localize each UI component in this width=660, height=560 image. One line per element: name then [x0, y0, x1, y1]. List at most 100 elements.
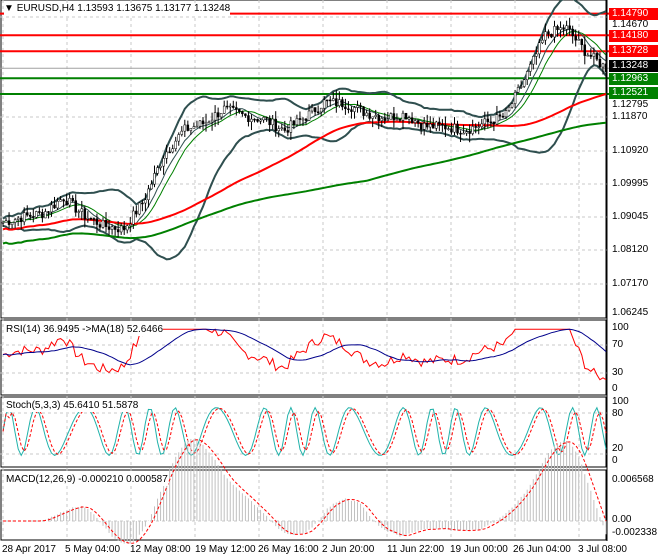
- candle-body: [395, 118, 399, 121]
- candle-body: [535, 53, 538, 57]
- price-tick: 1.12795: [612, 99, 649, 110]
- candle-body: [310, 107, 314, 112]
- candle-body: [562, 27, 565, 30]
- candle-body: [225, 105, 229, 108]
- candle-body: [68, 198, 71, 206]
- candle-body: [489, 121, 493, 124]
- candle-body: [286, 130, 290, 133]
- candle-body: [44, 211, 47, 219]
- candle-body: [132, 210, 135, 225]
- candle-body: [401, 112, 405, 121]
- candle-body: [447, 128, 450, 130]
- candle-body: [19, 217, 23, 223]
- candle-body: [256, 119, 259, 122]
- macd-signal-line: [3, 439, 607, 544]
- candle-body: [341, 99, 344, 108]
- candle-body: [265, 117, 268, 119]
- candle-body: [204, 121, 208, 125]
- candle-body: [422, 123, 426, 130]
- candle-body: [56, 201, 59, 209]
- candle-body: [598, 59, 602, 68]
- candle-body: [129, 224, 132, 226]
- candle-body: [250, 118, 253, 122]
- price-tag-resistance: 1.13728: [609, 45, 658, 57]
- candle-body: [74, 200, 77, 213]
- stoch-tick: 20: [612, 443, 624, 454]
- panel-frame: [0, 469, 607, 541]
- candle-body: [416, 120, 420, 124]
- candle-body: [356, 105, 359, 108]
- candle-body: [371, 116, 374, 119]
- time-label: 2 Jun 20:00: [322, 544, 375, 555]
- candle-body: [383, 118, 387, 121]
- candle-body: [292, 120, 296, 125]
- time-label: 28 Apr 2017: [2, 544, 56, 555]
- candle-body: [125, 225, 129, 231]
- candle-body: [335, 98, 338, 106]
- candle-body: [171, 148, 174, 153]
- candle-body: [468, 131, 471, 134]
- candle-body: [419, 122, 423, 130]
- price-tag-support: 1.12963: [609, 73, 658, 85]
- candle-body: [486, 118, 490, 123]
- candle-body: [235, 107, 238, 110]
- candle-body: [477, 126, 480, 128]
- candle-body: [510, 103, 514, 108]
- candle-body: [180, 130, 184, 135]
- candle-body: [550, 33, 553, 38]
- candle-body: [522, 79, 526, 87]
- candle-body: [244, 113, 247, 116]
- price-tag-resistance: 1.14180: [609, 30, 658, 42]
- candle-body: [492, 121, 496, 125]
- candle-body: [65, 200, 68, 206]
- candle-body: [10, 222, 14, 225]
- candle-body: [453, 123, 456, 133]
- stoch-signal-line: [2, 407, 607, 456]
- candle-body: [425, 123, 429, 128]
- candle-body: [22, 212, 26, 223]
- time-label: 26 May 16:00: [258, 544, 319, 555]
- candle-body: [174, 140, 177, 149]
- candle-body: [444, 124, 447, 130]
- candle-body: [571, 28, 574, 37]
- candle-body: [525, 71, 529, 81]
- stoch-main-line: [2, 406, 607, 457]
- candle-body: [162, 158, 165, 167]
- candle-body: [516, 87, 520, 93]
- candle-body: [577, 39, 580, 41]
- price-tick: 1.09045: [612, 211, 649, 222]
- collapse-triangle-icon[interactable]: ▼: [4, 3, 14, 14]
- candle-body: [504, 110, 508, 118]
- candle-body: [362, 106, 365, 116]
- price-tick: 1.11870: [612, 111, 648, 122]
- candle-body: [92, 218, 96, 220]
- candle-body: [513, 92, 517, 104]
- candle-body: [262, 117, 265, 121]
- candle-body: [35, 211, 38, 218]
- price-tick: 1.06245: [612, 307, 649, 318]
- candle-body: [465, 131, 468, 134]
- candle-body: [253, 118, 256, 121]
- candle-body: [189, 128, 193, 131]
- candle-body: [459, 132, 462, 135]
- candle-body: [280, 127, 284, 130]
- candle-body: [138, 202, 141, 215]
- candle-body: [350, 109, 353, 112]
- candle-body: [544, 31, 547, 41]
- price-tag-support: 1.12521: [609, 87, 658, 99]
- candle-body: [471, 126, 474, 134]
- time-label: 5 May 04:00: [65, 544, 121, 555]
- candle-body: [429, 123, 432, 128]
- candle-body: [277, 128, 280, 131]
- candle-body: [301, 118, 305, 121]
- candle-body: [483, 118, 487, 125]
- candle-body: [319, 107, 323, 113]
- candle-body: [150, 183, 153, 190]
- symbol-label: EURUSD,H4: [16, 3, 75, 14]
- candle-body: [450, 128, 453, 133]
- rsi-label: RSI(14) 36.9495 ->MA(18) 52.6466: [6, 324, 164, 336]
- price-tick: 1.10920: [612, 145, 649, 156]
- candle-body: [474, 126, 477, 128]
